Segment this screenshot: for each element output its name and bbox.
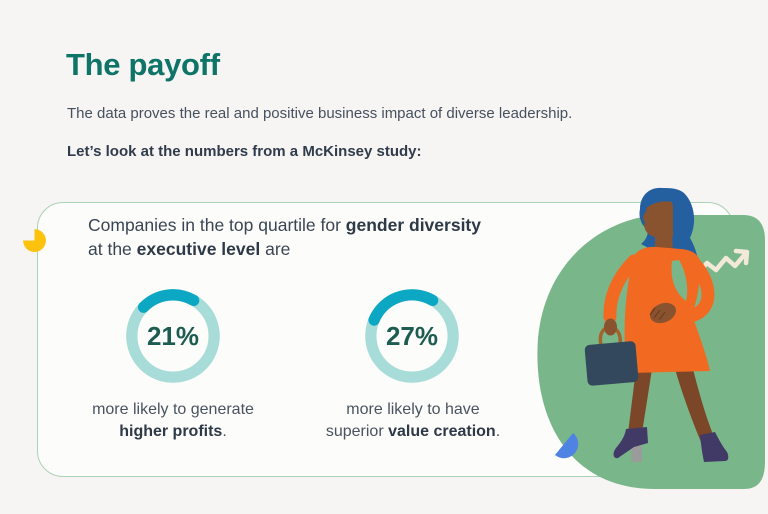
woman-back-boot — [700, 432, 729, 462]
woman-arm-bent — [663, 255, 715, 323]
woman-face — [643, 196, 673, 238]
woman-arm-bag — [603, 254, 641, 324]
yellow-abstract-shape — [23, 229, 46, 252]
woman-front-leg — [628, 369, 652, 433]
growth-arrow-icon — [696, 248, 750, 275]
caption-line1: more likely to have — [346, 401, 480, 418]
woman-hand-stomach — [649, 302, 677, 324]
donut-chart-value-creation: 27% — [363, 287, 461, 385]
caption-line1: more likely to generate — [92, 401, 254, 418]
businesswoman-illustration — [537, 187, 765, 489]
donut-ring — [126, 289, 220, 383]
card-intro-line1: Companies in the top quartile for gender… — [88, 215, 481, 235]
arm-gap-accent — [671, 260, 688, 301]
card-intro-line2: at the executive level are — [88, 238, 291, 259]
donut-ring — [365, 289, 459, 383]
briefcase — [584, 341, 639, 386]
woman-hair-front — [644, 189, 687, 210]
blue-crescent-shape — [555, 433, 579, 459]
donut-chart-profits: 21% — [124, 287, 222, 385]
caption-line2: higher profits. — [119, 422, 227, 440]
woman-hand-bag — [604, 318, 617, 336]
lead-in-text: Let’s look at the numbers from a McKinse… — [67, 143, 422, 160]
woman-front-boot — [613, 427, 648, 459]
card-intro-text: Companies in the top quartile for gender… — [88, 214, 481, 261]
donut-value-label: 21% — [146, 320, 200, 351]
donut-caption-profits: more likely to generate higher profits. — [48, 399, 298, 442]
donut-value-label: 27% — [385, 320, 439, 351]
page-title: The payoff — [66, 47, 220, 82]
donut-caption-value-creation: more likely to have superior value creat… — [288, 399, 538, 442]
woman-back-leg — [675, 369, 714, 442]
caption-line2: superior value creation. — [325, 422, 501, 440]
intro-text: The data proves the real and positive bu… — [67, 105, 573, 122]
boot-heel — [631, 446, 642, 462]
hand-finger-lines — [649, 307, 666, 321]
